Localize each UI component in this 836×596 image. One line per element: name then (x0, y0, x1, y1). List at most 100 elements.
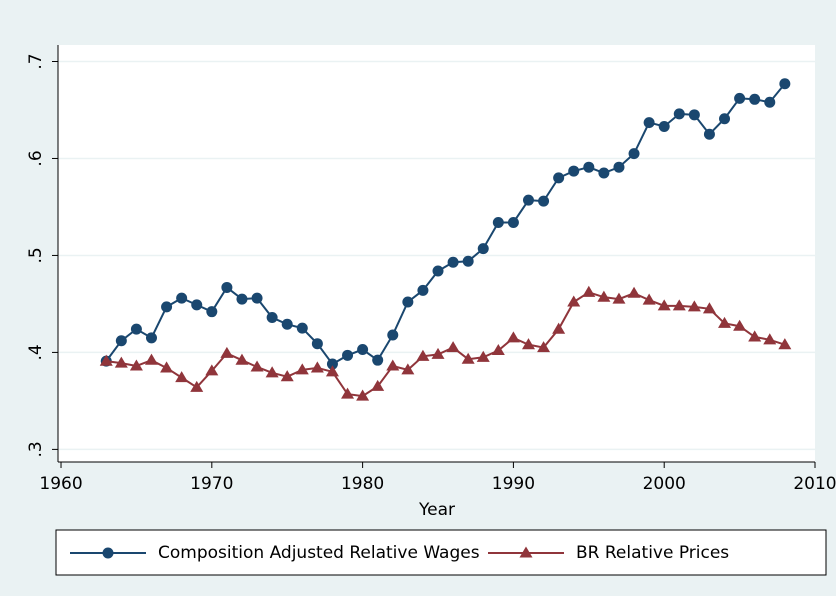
marker (749, 93, 761, 105)
marker (568, 165, 580, 177)
marker (325, 365, 339, 377)
marker (220, 346, 234, 358)
marker (326, 358, 338, 370)
marker (537, 341, 551, 353)
marker (371, 379, 385, 391)
marker (628, 148, 640, 160)
marker (357, 344, 369, 356)
marker (266, 312, 278, 324)
marker (191, 299, 203, 311)
marker (416, 349, 430, 361)
marker (206, 306, 218, 318)
marker (372, 354, 384, 366)
marker (221, 281, 233, 293)
y-tick-label: .3 (26, 441, 46, 457)
y-tick-label: .6 (26, 150, 46, 166)
y-tick-label: .7 (26, 53, 46, 69)
marker (642, 293, 656, 305)
marker (251, 292, 263, 304)
marker (281, 318, 293, 330)
marker (553, 172, 565, 184)
marker (733, 319, 747, 331)
marker (567, 295, 581, 307)
marker (401, 363, 415, 375)
marker (672, 299, 686, 311)
series-line (105, 83, 786, 366)
marker (702, 302, 716, 314)
marker (431, 347, 445, 359)
marker (130, 323, 142, 335)
x-tick-label: 1960 (39, 474, 82, 494)
marker (296, 322, 308, 334)
marker (613, 161, 625, 173)
marker (310, 361, 324, 373)
y-tick-label: .4 (26, 344, 46, 360)
marker (477, 243, 489, 255)
marker (176, 292, 188, 304)
series-line (106, 291, 786, 398)
x-axis-title: Year (418, 500, 455, 520)
marker (114, 356, 128, 368)
marker (734, 92, 746, 104)
marker (342, 349, 354, 361)
legend-marker (519, 546, 533, 558)
marker (295, 363, 309, 375)
marker (598, 167, 610, 179)
marker (402, 296, 414, 308)
marker (718, 316, 732, 328)
marker (341, 387, 355, 399)
marker (311, 338, 323, 350)
marker (417, 284, 429, 296)
marker (522, 194, 534, 206)
legend (55, 529, 827, 576)
marker (688, 109, 700, 121)
marker (144, 353, 158, 365)
marker (583, 161, 595, 173)
marker (446, 341, 460, 353)
marker (145, 332, 157, 344)
marker (673, 108, 685, 120)
marker (129, 359, 143, 371)
marker (748, 330, 762, 342)
marker (521, 338, 535, 350)
marker (432, 265, 444, 277)
legend-label: BR Relative Prices (576, 543, 729, 563)
marker (779, 78, 791, 90)
marker (190, 380, 204, 392)
y-tick-label: .5 (26, 247, 46, 263)
marker (99, 354, 113, 366)
x-tick-label: 1970 (190, 474, 233, 494)
marker (492, 216, 504, 228)
marker (552, 322, 566, 334)
marker (778, 338, 792, 350)
marker (161, 301, 173, 313)
marker (582, 285, 596, 297)
marker (115, 335, 127, 347)
marker (280, 370, 294, 382)
legend-label: Composition Adjusted Relative Wages (158, 543, 480, 563)
marker (462, 255, 474, 267)
marker (687, 300, 701, 312)
marker (507, 216, 519, 228)
marker (703, 128, 715, 140)
marker (386, 359, 400, 371)
plot-area (58, 45, 815, 462)
marker (764, 96, 776, 108)
marker (387, 329, 399, 341)
marker (491, 343, 505, 356)
marker (461, 352, 475, 364)
marker (205, 364, 219, 376)
marker (447, 256, 459, 268)
marker (657, 299, 671, 311)
marker (235, 353, 249, 365)
marker (265, 366, 279, 378)
marker (476, 350, 490, 362)
x-tick-label: 1990 (492, 474, 535, 494)
marker (236, 293, 248, 305)
x-tick-label: 1980 (341, 474, 384, 494)
marker (627, 286, 641, 298)
marker (763, 333, 777, 345)
marker (538, 195, 550, 207)
marker (719, 113, 731, 125)
